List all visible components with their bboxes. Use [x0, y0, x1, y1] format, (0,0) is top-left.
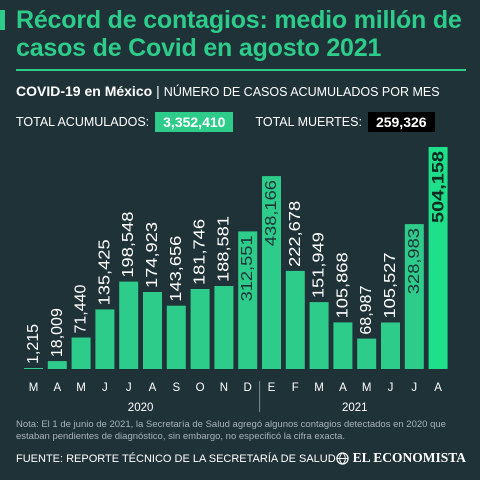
month-label-14: M [362, 382, 372, 394]
bar-4 [119, 281, 139, 369]
month-label-15: J [388, 382, 394, 394]
bar-12 [309, 302, 329, 369]
value-label-11: 222,678 [287, 201, 304, 267]
bar-2 [71, 337, 91, 369]
source-credit: FUENTE: REPORTE TÉCNICO DE LA SECRETARÍA… [16, 453, 336, 465]
cases-bar-chart: 1,215 M 18,009 A 71,440 M 135,425 J 198,548 J 174,… [24, 147, 448, 414]
month-label-3: J [102, 382, 108, 394]
value-label-16: 328,983 [406, 228, 423, 294]
month-label-11: F [292, 382, 299, 394]
value-label-12: 151,949 [311, 232, 328, 298]
headline: Récord de contagios: medio millón de cas… [16, 6, 462, 62]
bar-14 [357, 338, 377, 369]
bar-0 [24, 368, 43, 369]
value-label-13: 105,868 [334, 252, 351, 318]
month-label-7: O [196, 382, 205, 394]
bar-10 [262, 176, 281, 369]
value-label-1: 18,009 [49, 308, 66, 357]
subtitle-description: NÚMERO DE CASOS ACUMULADOS POR MES [163, 85, 440, 99]
bar-13 [333, 322, 353, 369]
subtitle-separator: | [156, 83, 160, 99]
month-label-4: J [126, 382, 132, 394]
brand: EL ECONOMISTA [335, 450, 466, 466]
month-label-10: E [268, 382, 276, 394]
headline-accent-bar [0, 10, 5, 30]
month-label-6: S [172, 382, 180, 394]
bar-1 [47, 361, 67, 369]
total-deaths-value: 259,326 [367, 112, 435, 132]
total-deaths-label: TOTAL MUERTES: [255, 115, 362, 129]
value-label-14: 68,987 [358, 286, 375, 335]
bar-15 [381, 322, 400, 369]
value-label-17: 504,158 [429, 151, 448, 223]
month-label-9: D [244, 382, 252, 394]
bar-7 [190, 289, 210, 369]
month-label-16: J [411, 382, 417, 394]
month-label-5: A [149, 382, 157, 394]
bar-5 [143, 292, 162, 369]
value-label-7: 181,746 [192, 219, 209, 285]
month-label-8: N [220, 382, 228, 394]
bar-9 [238, 231, 258, 369]
footnote: Nota: El 1 de junio de 2021, la Secretar… [16, 419, 446, 442]
bar-17 [428, 147, 448, 369]
bar-8 [214, 286, 234, 369]
bar-11 [285, 270, 305, 369]
year-label-2020: 2020 [128, 402, 154, 414]
total-cases-value: 3,352,410 [155, 112, 234, 132]
totals-row: TOTAL ACUMULADOS: 3,352,410 TOTAL MUERTE… [16, 110, 435, 134]
value-label-8: 188,581 [215, 216, 232, 282]
brand-name: EL ECONOMISTA [352, 450, 466, 465]
value-label-10: 438,166 [263, 180, 280, 246]
globe-logo-icon [335, 451, 349, 465]
month-label-13: A [339, 382, 347, 394]
year-label-2021: 2021 [342, 402, 368, 414]
subtitle-topic: COVID-19 en México [16, 83, 153, 99]
title-divider [16, 69, 466, 71]
value-label-3: 135,425 [96, 239, 113, 305]
value-label-0: 1,215 [25, 324, 42, 364]
month-label-1: A [53, 382, 61, 394]
month-label-17: A [434, 382, 442, 394]
value-label-5: 174,923 [144, 222, 161, 288]
total-cases-label: TOTAL ACUMULADOS: [16, 115, 150, 129]
subtitle: COVID-19 en México | NÚMERO DE CASOS ACUMU… [16, 82, 440, 100]
value-label-15: 105,527 [382, 252, 399, 318]
value-label-4: 198,548 [120, 211, 137, 277]
month-label-12: M [314, 382, 324, 394]
value-label-6: 143,656 [168, 236, 185, 302]
bar-16 [404, 224, 424, 369]
value-label-9: 312,551 [239, 235, 256, 301]
month-label-2: M [76, 382, 86, 394]
value-label-2: 71,440 [73, 284, 90, 333]
bar-3 [95, 309, 115, 369]
month-label-0: M [29, 382, 39, 394]
bar-6 [166, 305, 186, 369]
